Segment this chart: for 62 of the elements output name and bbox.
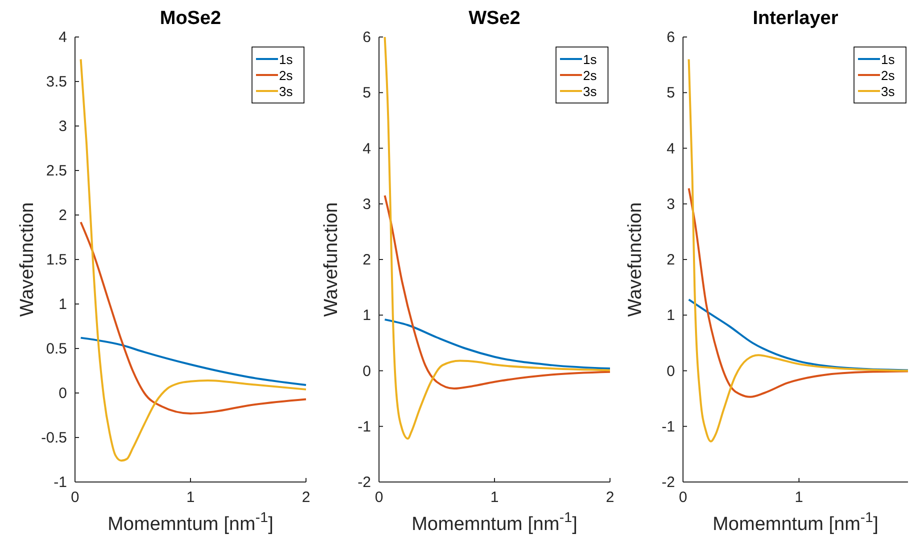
y-tick-label: -1 [54, 474, 67, 491]
y-tick-label: 0.5 [46, 340, 67, 358]
y-axis-title: Wavefunction [17, 202, 38, 317]
y-tick-label: 0 [362, 362, 371, 380]
y-tick-label: 2 [666, 252, 675, 268]
legend-label: 1s [881, 52, 896, 67]
legend-label: 2s [583, 68, 598, 83]
y-tick-label: 3 [666, 196, 675, 213]
y-tick-label: 3 [58, 118, 67, 135]
x-tick-label: 1 [794, 489, 804, 506]
line-series [384, 36, 611, 440]
legend-label: 1s [279, 52, 294, 67]
x-axis-title: Momemntum [nm$^{-1}$] [108, 510, 274, 535]
x-tick-label: 0 [70, 489, 80, 506]
line-series [688, 298, 909, 372]
y-tick-label: -0.5 [41, 430, 67, 446]
y-axis-title: Wavefunction [625, 202, 646, 317]
x-tick-label: 0 [374, 489, 384, 506]
line-series [80, 336, 307, 386]
x-tick-label: 1 [490, 489, 499, 506]
y-tick-label: 0 [666, 362, 675, 380]
y-tick-label: 1 [362, 307, 371, 324]
y-tick-label: 2.5 [46, 162, 67, 180]
y-tick-label: 2 [362, 252, 371, 268]
y-tick-label: 3.5 [46, 74, 67, 90]
y-tick-label: 5 [666, 84, 675, 102]
y-tick-label: 4 [58, 29, 67, 46]
legend-label: 2s [881, 68, 896, 83]
legend-label: 3s [279, 84, 294, 99]
y-tick-label: 0 [58, 385, 67, 402]
x-tick-label: 1 [186, 489, 195, 506]
y-tick-label: 1 [666, 307, 675, 324]
x-tick-label: 2 [302, 489, 310, 506]
legend-label: 3s [881, 84, 896, 99]
line-series [384, 318, 611, 370]
y-tick-label: -2 [662, 474, 675, 491]
y-tick-label: -1 [358, 418, 371, 436]
line-series [80, 221, 307, 414]
y-tick-label: 6 [362, 29, 371, 46]
y-tick-label: 4 [362, 140, 371, 158]
y-tick-label: -1 [662, 418, 675, 436]
line-series [688, 187, 909, 398]
y-tick-label: 6 [666, 29, 675, 46]
legend-label: 3s [583, 84, 598, 99]
y-tick-label: 5 [362, 84, 371, 102]
y-tick-label: -2 [358, 474, 371, 491]
line-series [384, 194, 611, 390]
chart-title: WSe2 [468, 8, 520, 29]
chart-title: MoSe2 [160, 8, 222, 29]
x-axis-title: Momemntum [nm$^{-1}$] [712, 510, 878, 535]
chart-title: Interlayer [752, 8, 839, 29]
legend-label: 1s [583, 52, 598, 67]
y-tick-label: 1 [58, 296, 67, 313]
y-tick-label: 2 [58, 207, 67, 224]
legend-label: 2s [279, 68, 294, 83]
y-tick-label: 4 [666, 140, 675, 158]
y-axis-title: Wavefunction [321, 202, 342, 317]
y-tick-label: 3 [362, 196, 371, 213]
x-axis-title: Momemntum [nm$^{-1}$] [412, 510, 578, 535]
y-tick-label: 1.5 [46, 252, 67, 268]
x-tick-label: 0 [678, 489, 688, 506]
x-tick-label: 2 [606, 489, 614, 506]
